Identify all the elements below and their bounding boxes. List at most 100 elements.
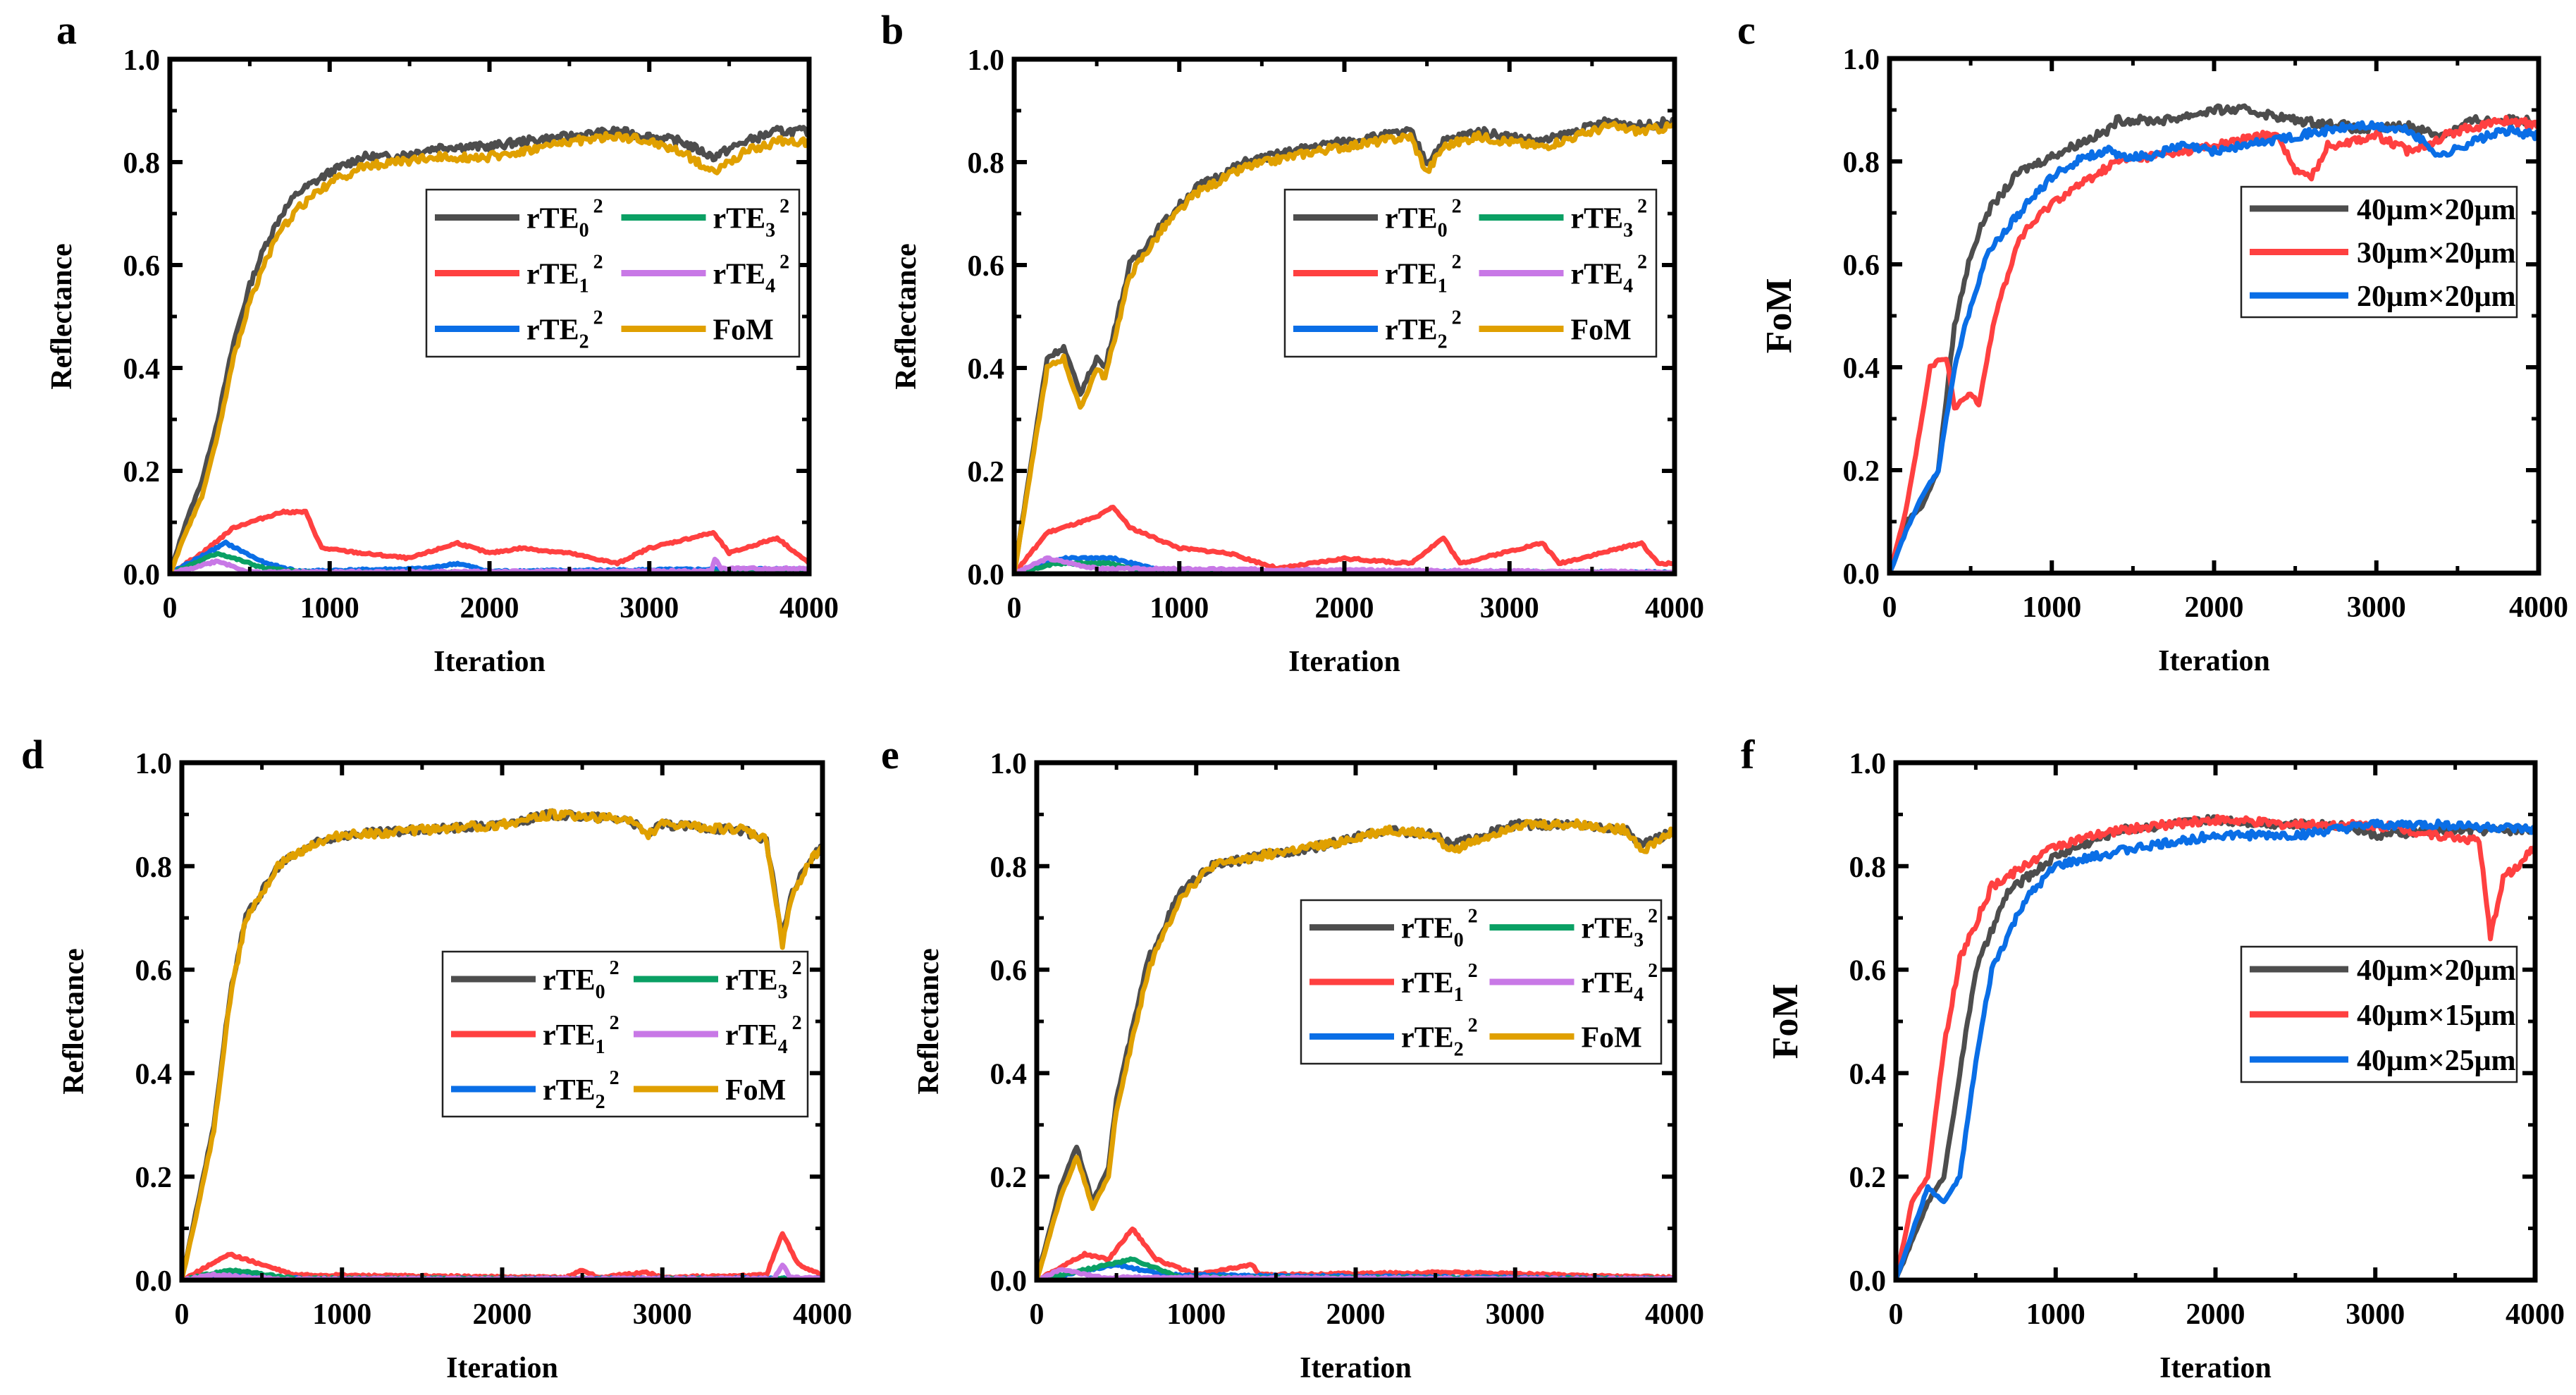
- legend-label: FoM: [713, 314, 774, 347]
- legend-entry-rTE0: rTE02: [1309, 906, 1478, 952]
- y-axis-label: Reflectance: [58, 948, 90, 1095]
- x-axis-label: Iteration: [446, 1352, 558, 1384]
- series-line-size3: [1890, 120, 2539, 573]
- legend-label-sub: 4: [1634, 984, 1644, 1006]
- legend-label-sub: 1: [596, 1036, 605, 1058]
- legend-label: rTE02: [543, 957, 620, 1003]
- legend-label-sup: 2: [1648, 906, 1658, 928]
- legend-entry-size2: 30μm×20μm: [2250, 238, 2516, 270]
- x-tick-label: 4000: [2509, 591, 2568, 624]
- legend-entry-size1: 40μm×20μm: [2250, 954, 2516, 987]
- x-tick-label: 1000: [312, 1298, 371, 1331]
- legend-label-sub: 1: [579, 276, 589, 297]
- legend-label-base: 40μm×15μm: [2357, 1000, 2516, 1032]
- x-tick-label: 3000: [620, 592, 679, 625]
- panel-letter: c: [1737, 7, 1756, 53]
- y-tick-label: 0.2: [1849, 1162, 1887, 1194]
- y-axis-label: FoM: [1759, 278, 1799, 354]
- legend-label: rTE42: [713, 252, 790, 297]
- y-tick-label: 0.0: [123, 559, 161, 591]
- x-tick-label: 4000: [779, 592, 839, 625]
- legend-label-sub: 2: [1438, 331, 1448, 353]
- legend-label-sup: 2: [593, 307, 603, 329]
- legend-label-sub: 1: [1438, 276, 1448, 297]
- y-tick-label: 0.2: [990, 1162, 1028, 1194]
- legend-label: rTE12: [526, 252, 603, 297]
- y-tick-label: 0.4: [123, 353, 161, 386]
- series-line-FoM: [182, 808, 822, 1280]
- legend-label-sup: 2: [1468, 960, 1478, 982]
- legend-label: 40μm×25μm: [2357, 1045, 2516, 1077]
- legend-entry-rTE4: rTE42: [621, 252, 790, 297]
- series-group: [1896, 813, 2535, 1280]
- x-axis-label: Iteration: [2158, 645, 2270, 677]
- legend-entry-rTE3: rTE32: [1479, 196, 1647, 242]
- x-tick-label: 2000: [1326, 1298, 1386, 1331]
- legend-label-sup: 2: [1468, 906, 1478, 928]
- legend-label-sup: 2: [1468, 1014, 1478, 1036]
- x-tick-label: 4000: [2506, 1298, 2565, 1331]
- y-tick-label: 0.8: [135, 852, 173, 884]
- y-tick-label: 0.4: [1843, 352, 1880, 385]
- legend-label-sup: 2: [1452, 252, 1462, 274]
- x-tick-label: 0: [1030, 1298, 1044, 1331]
- legend: 40μm×20μm 30μm×20μm 20μm×20μm: [2240, 185, 2518, 319]
- legend-label-base: rTE: [725, 964, 778, 997]
- legend-label: rTE42: [1582, 960, 1658, 1006]
- x-tick-label: 1000: [300, 592, 359, 625]
- legend-label-sup: 2: [610, 1012, 620, 1034]
- y-tick-label: 0.6: [123, 250, 161, 283]
- legend-label-sub: 3: [765, 220, 775, 242]
- panel-e: e 0 1000 2000 3000 4000 0.0 0.2 0.4 0.6 0.8 1.0 Iter…: [881, 732, 1704, 1384]
- y-tick-label: 0.8: [1849, 852, 1887, 884]
- legend-label-sub: 3: [1623, 220, 1633, 242]
- legend-label-sup: 2: [1637, 196, 1647, 218]
- x-tick-label: 1000: [2026, 1298, 2085, 1331]
- legend-label: 30μm×20μm: [2357, 238, 2516, 270]
- legend-label-base: rTE: [713, 203, 766, 235]
- legend-label-sub: 2: [579, 331, 589, 353]
- legend-entry-rTE4: rTE42: [634, 1012, 802, 1058]
- legend-label-base: rTE: [543, 964, 596, 997]
- legend-label: rTE12: [1401, 960, 1478, 1006]
- legend-label-sup: 2: [593, 196, 603, 218]
- legend-entry-size2: 40μm×15μm: [2250, 1000, 2516, 1032]
- y-tick-label: 1.0: [123, 44, 161, 77]
- legend-label: 40μm×20μm: [2357, 954, 2516, 987]
- legend-label: rTE22: [543, 1067, 620, 1113]
- y-tick-label: 0.8: [968, 147, 1005, 180]
- series-line-FoM: [170, 130, 809, 574]
- legend-entry-rTE4: rTE42: [1479, 252, 1647, 297]
- series-line-FoM: [1014, 121, 1675, 574]
- legend-label: rTE12: [1385, 252, 1462, 297]
- legend-label-sub: 2: [1454, 1038, 1464, 1060]
- legend-label-base: rTE: [1582, 913, 1634, 945]
- legend-label-base: 20μm×20μm: [2357, 281, 2516, 313]
- legend-entry-rTE2: rTE22: [451, 1067, 620, 1113]
- y-tick-label: 0.6: [1849, 955, 1887, 988]
- panel-letter: e: [881, 732, 899, 778]
- legend-label-base: rTE: [1401, 1021, 1454, 1054]
- legend-entry-rTE1: rTE12: [451, 1012, 620, 1058]
- y-tick-label: 0.0: [1849, 1265, 1887, 1298]
- legend-label-sup: 2: [610, 1067, 620, 1089]
- y-tick-label: 1.0: [135, 748, 173, 780]
- panel-f: f 0 1000 2000 3000 4000 0.0 0.2 0.4 0.6 0.8 1.0 Iter…: [1741, 732, 2565, 1384]
- legend-label-base: 40μm×25μm: [2357, 1045, 2516, 1077]
- legend-label-sup: 2: [779, 196, 789, 218]
- panel-a: a 0 1000 2000 3000 4000 0.0 0.2 0.4 0.6 0.8 1.0 Iter…: [46, 7, 839, 678]
- x-tick-label: 0: [175, 1298, 190, 1331]
- legend-label-sup: 2: [1648, 960, 1658, 982]
- panel-letter: b: [881, 7, 904, 53]
- x-tick-label: 3000: [1486, 1298, 1545, 1331]
- x-tick-label: 3000: [633, 1298, 692, 1331]
- legend-label-sup: 2: [1452, 196, 1462, 218]
- y-tick-label: 0.8: [123, 147, 161, 180]
- x-tick-label: 0: [163, 592, 178, 625]
- legend-label-base: rTE: [526, 314, 579, 347]
- legend: 40μm×20μm 40μm×15μm 40μm×25μm: [2240, 945, 2518, 1083]
- legend-label-base: rTE: [1385, 203, 1438, 235]
